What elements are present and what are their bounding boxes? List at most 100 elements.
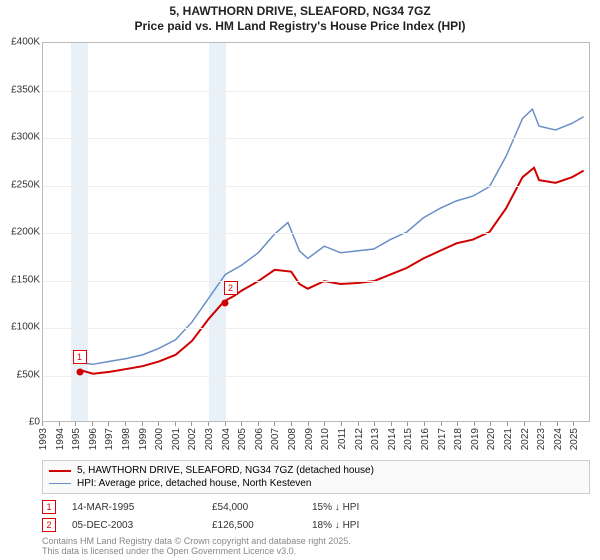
x-tick-mark: [441, 422, 442, 426]
attribution: Contains HM Land Registry data © Crown c…: [42, 536, 351, 557]
x-tick-mark: [108, 422, 109, 426]
x-tick-mark: [507, 422, 508, 426]
attribution-line: This data is licensed under the Open Gov…: [42, 546, 351, 556]
x-tick-mark: [308, 422, 309, 426]
sale-point-dot: [76, 368, 83, 375]
x-tick-label: 2021: [503, 428, 514, 450]
grid-line: [43, 138, 589, 139]
x-tick-label: 1999: [138, 428, 149, 450]
x-tick-label: 2003: [204, 428, 215, 450]
sale-marker-badge: 2: [224, 281, 238, 295]
y-tick-label: £350K: [0, 84, 40, 95]
x-tick-mark: [324, 422, 325, 426]
chart-title: 5, HAWTHORN DRIVE, SLEAFORD, NG34 7GZ Pr…: [0, 0, 600, 36]
sales-row: 2 05-DEC-2003 £126,500 18% ↓ HPI: [42, 516, 412, 534]
sale-date: 05-DEC-2003: [72, 520, 212, 531]
x-tick-label: 2015: [403, 428, 414, 450]
x-tick-label: 2014: [387, 428, 398, 450]
x-tick-label: 2010: [320, 428, 331, 450]
x-tick-label: 2012: [354, 428, 365, 450]
y-tick-label: £250K: [0, 179, 40, 190]
grid-line: [43, 186, 589, 187]
sales-table: 1 14-MAR-1995 £54,000 15% ↓ HPI 2 05-DEC…: [42, 498, 412, 534]
sale-marker-badge: 2: [42, 518, 56, 532]
grid-line: [43, 91, 589, 92]
x-tick-label: 2013: [370, 428, 381, 450]
legend-label: HPI: Average price, detached house, Nort…: [77, 477, 311, 490]
x-tick-label: 2025: [569, 428, 580, 450]
x-tick-mark: [540, 422, 541, 426]
x-tick-mark: [125, 422, 126, 426]
x-tick-mark: [258, 422, 259, 426]
sale-price: £54,000: [212, 502, 312, 513]
legend-swatch: [49, 470, 71, 472]
sale-date: 14-MAR-1995: [72, 502, 212, 513]
x-tick-label: 2020: [486, 428, 497, 450]
legend: 5, HAWTHORN DRIVE, SLEAFORD, NG34 7GZ (d…: [42, 460, 590, 494]
x-tick-label: 1998: [121, 428, 132, 450]
x-tick-mark: [557, 422, 558, 426]
x-tick-label: 2000: [154, 428, 165, 450]
x-tick-label: 2018: [453, 428, 464, 450]
x-tick-label: 2024: [553, 428, 564, 450]
x-tick-mark: [142, 422, 143, 426]
x-tick-label: 2016: [420, 428, 431, 450]
x-tick-label: 2001: [171, 428, 182, 450]
x-tick-label: 2023: [536, 428, 547, 450]
x-tick-mark: [158, 422, 159, 426]
x-tick-label: 2004: [221, 428, 232, 450]
x-tick-mark: [524, 422, 525, 426]
sale-price: £126,500: [212, 520, 312, 531]
series-price_paid: [80, 168, 584, 374]
x-tick-label: 1996: [88, 428, 99, 450]
grid-line: [43, 281, 589, 282]
x-tick-label: 2008: [287, 428, 298, 450]
plot-svg: [43, 43, 589, 421]
x-tick-label: 2017: [437, 428, 448, 450]
x-tick-label: 2019: [470, 428, 481, 450]
legend-row: HPI: Average price, detached house, Nort…: [49, 477, 583, 490]
x-tick-mark: [490, 422, 491, 426]
sales-row: 1 14-MAR-1995 £54,000 15% ↓ HPI: [42, 498, 412, 516]
x-tick-mark: [274, 422, 275, 426]
x-tick-mark: [391, 422, 392, 426]
title-line-2: Price paid vs. HM Land Registry's House …: [0, 19, 600, 34]
y-tick-label: £50K: [0, 369, 40, 380]
x-tick-mark: [291, 422, 292, 426]
x-tick-mark: [75, 422, 76, 426]
x-tick-label: 2011: [337, 428, 348, 450]
sale-marker-badge: 1: [42, 500, 56, 514]
x-tick-label: 2002: [187, 428, 198, 450]
grid-line: [43, 328, 589, 329]
y-tick-label: £100K: [0, 322, 40, 333]
x-tick-mark: [341, 422, 342, 426]
title-line-1: 5, HAWTHORN DRIVE, SLEAFORD, NG34 7GZ: [0, 4, 600, 19]
attribution-line: Contains HM Land Registry data © Crown c…: [42, 536, 351, 546]
x-tick-mark: [208, 422, 209, 426]
x-tick-mark: [42, 422, 43, 426]
grid-line: [43, 376, 589, 377]
x-tick-mark: [241, 422, 242, 426]
x-tick-mark: [191, 422, 192, 426]
y-tick-label: £0: [0, 417, 40, 428]
legend-label: 5, HAWTHORN DRIVE, SLEAFORD, NG34 7GZ (d…: [77, 464, 374, 477]
x-tick-mark: [573, 422, 574, 426]
x-tick-label: 1997: [104, 428, 115, 450]
x-tick-label: 1994: [55, 428, 66, 450]
legend-swatch: [49, 483, 71, 484]
legend-row: 5, HAWTHORN DRIVE, SLEAFORD, NG34 7GZ (d…: [49, 464, 583, 477]
sale-marker-badge: 1: [73, 350, 87, 364]
x-tick-label: 1993: [38, 428, 49, 450]
x-tick-label: 2022: [520, 428, 531, 450]
chart-container: { "title": { "line1": "5, HAWTHORN DRIVE…: [0, 0, 600, 560]
x-tick-mark: [175, 422, 176, 426]
x-tick-mark: [358, 422, 359, 426]
y-tick-label: £200K: [0, 227, 40, 238]
x-tick-label: 2009: [304, 428, 315, 450]
x-tick-label: 1995: [71, 428, 82, 450]
x-tick-mark: [374, 422, 375, 426]
x-tick-mark: [424, 422, 425, 426]
x-tick-label: 2006: [254, 428, 265, 450]
x-tick-label: 2007: [270, 428, 281, 450]
y-tick-label: £400K: [0, 37, 40, 48]
